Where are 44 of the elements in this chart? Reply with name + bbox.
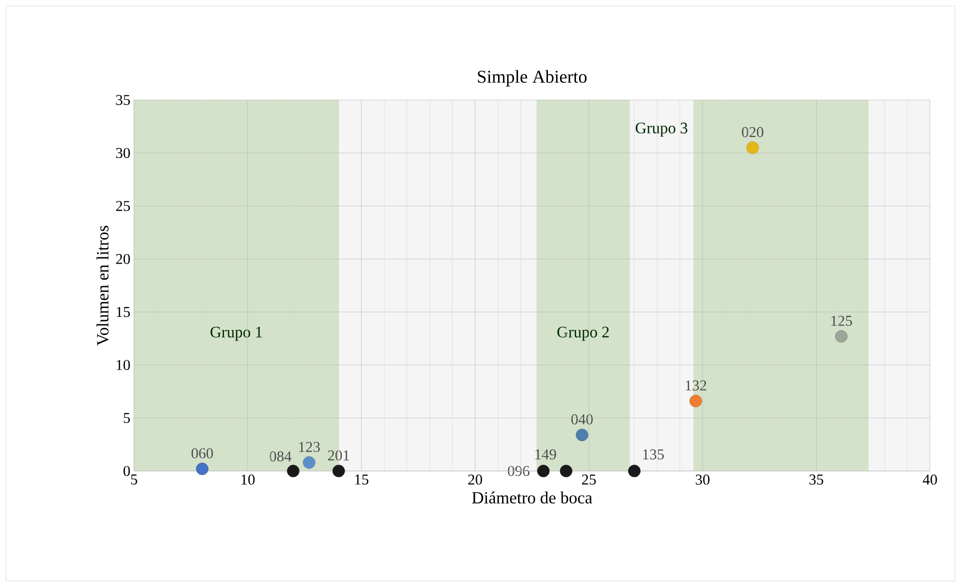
y-tick-label: 15 bbox=[116, 306, 130, 318]
annotation: 084 bbox=[270, 451, 292, 462]
point bbox=[287, 464, 300, 478]
point bbox=[560, 464, 572, 478]
point bbox=[690, 394, 702, 408]
annotation: 096 bbox=[508, 466, 530, 476]
x-tick-label: 30 bbox=[696, 474, 710, 485]
annotation: 201 bbox=[328, 450, 350, 460]
y-tick-label: 0 bbox=[124, 466, 130, 476]
annotation: 040 bbox=[571, 414, 593, 424]
annotation: 020 bbox=[742, 127, 764, 138]
annotation: 060 bbox=[192, 448, 213, 458]
band-label: Grupo 3 bbox=[636, 122, 688, 137]
y-tick-label: 5 bbox=[124, 413, 130, 423]
x-tick-label: 5 bbox=[131, 474, 138, 484]
x-tick-label: 20 bbox=[468, 474, 482, 485]
annotation: 123 bbox=[299, 442, 320, 452]
point bbox=[332, 464, 345, 478]
point bbox=[628, 464, 641, 478]
annotation: 135 bbox=[643, 449, 664, 460]
point bbox=[746, 141, 759, 154]
y-tick-label: 30 bbox=[116, 148, 130, 158]
band-label: Grupo 1 bbox=[210, 326, 262, 341]
point bbox=[302, 456, 316, 469]
y-tick-label: 10 bbox=[116, 360, 130, 370]
point bbox=[835, 330, 848, 343]
y-axis-title: Volumen en litros bbox=[96, 226, 109, 346]
chart-title: Simple Abierto bbox=[478, 70, 587, 86]
x-tick-label: 15 bbox=[355, 474, 368, 485]
x-axis-title: Diámetro de boca bbox=[472, 492, 592, 504]
annotation: 125 bbox=[831, 316, 852, 326]
y-tick-label: 20 bbox=[116, 254, 130, 264]
annotation: 132 bbox=[686, 380, 706, 390]
y-tick-label: 35 bbox=[116, 94, 130, 106]
annotation: 149 bbox=[535, 449, 556, 460]
x-tick-label: 25 bbox=[582, 474, 596, 485]
x-tick-label: 35 bbox=[810, 474, 824, 485]
x-tick-label: 10 bbox=[242, 474, 255, 485]
x-tick-label: 40 bbox=[922, 474, 937, 485]
point bbox=[196, 462, 208, 476]
point bbox=[576, 428, 588, 442]
band-label: Grupo 2 bbox=[557, 326, 609, 341]
y-tick-label: 25 bbox=[116, 200, 130, 212]
point bbox=[537, 464, 550, 478]
